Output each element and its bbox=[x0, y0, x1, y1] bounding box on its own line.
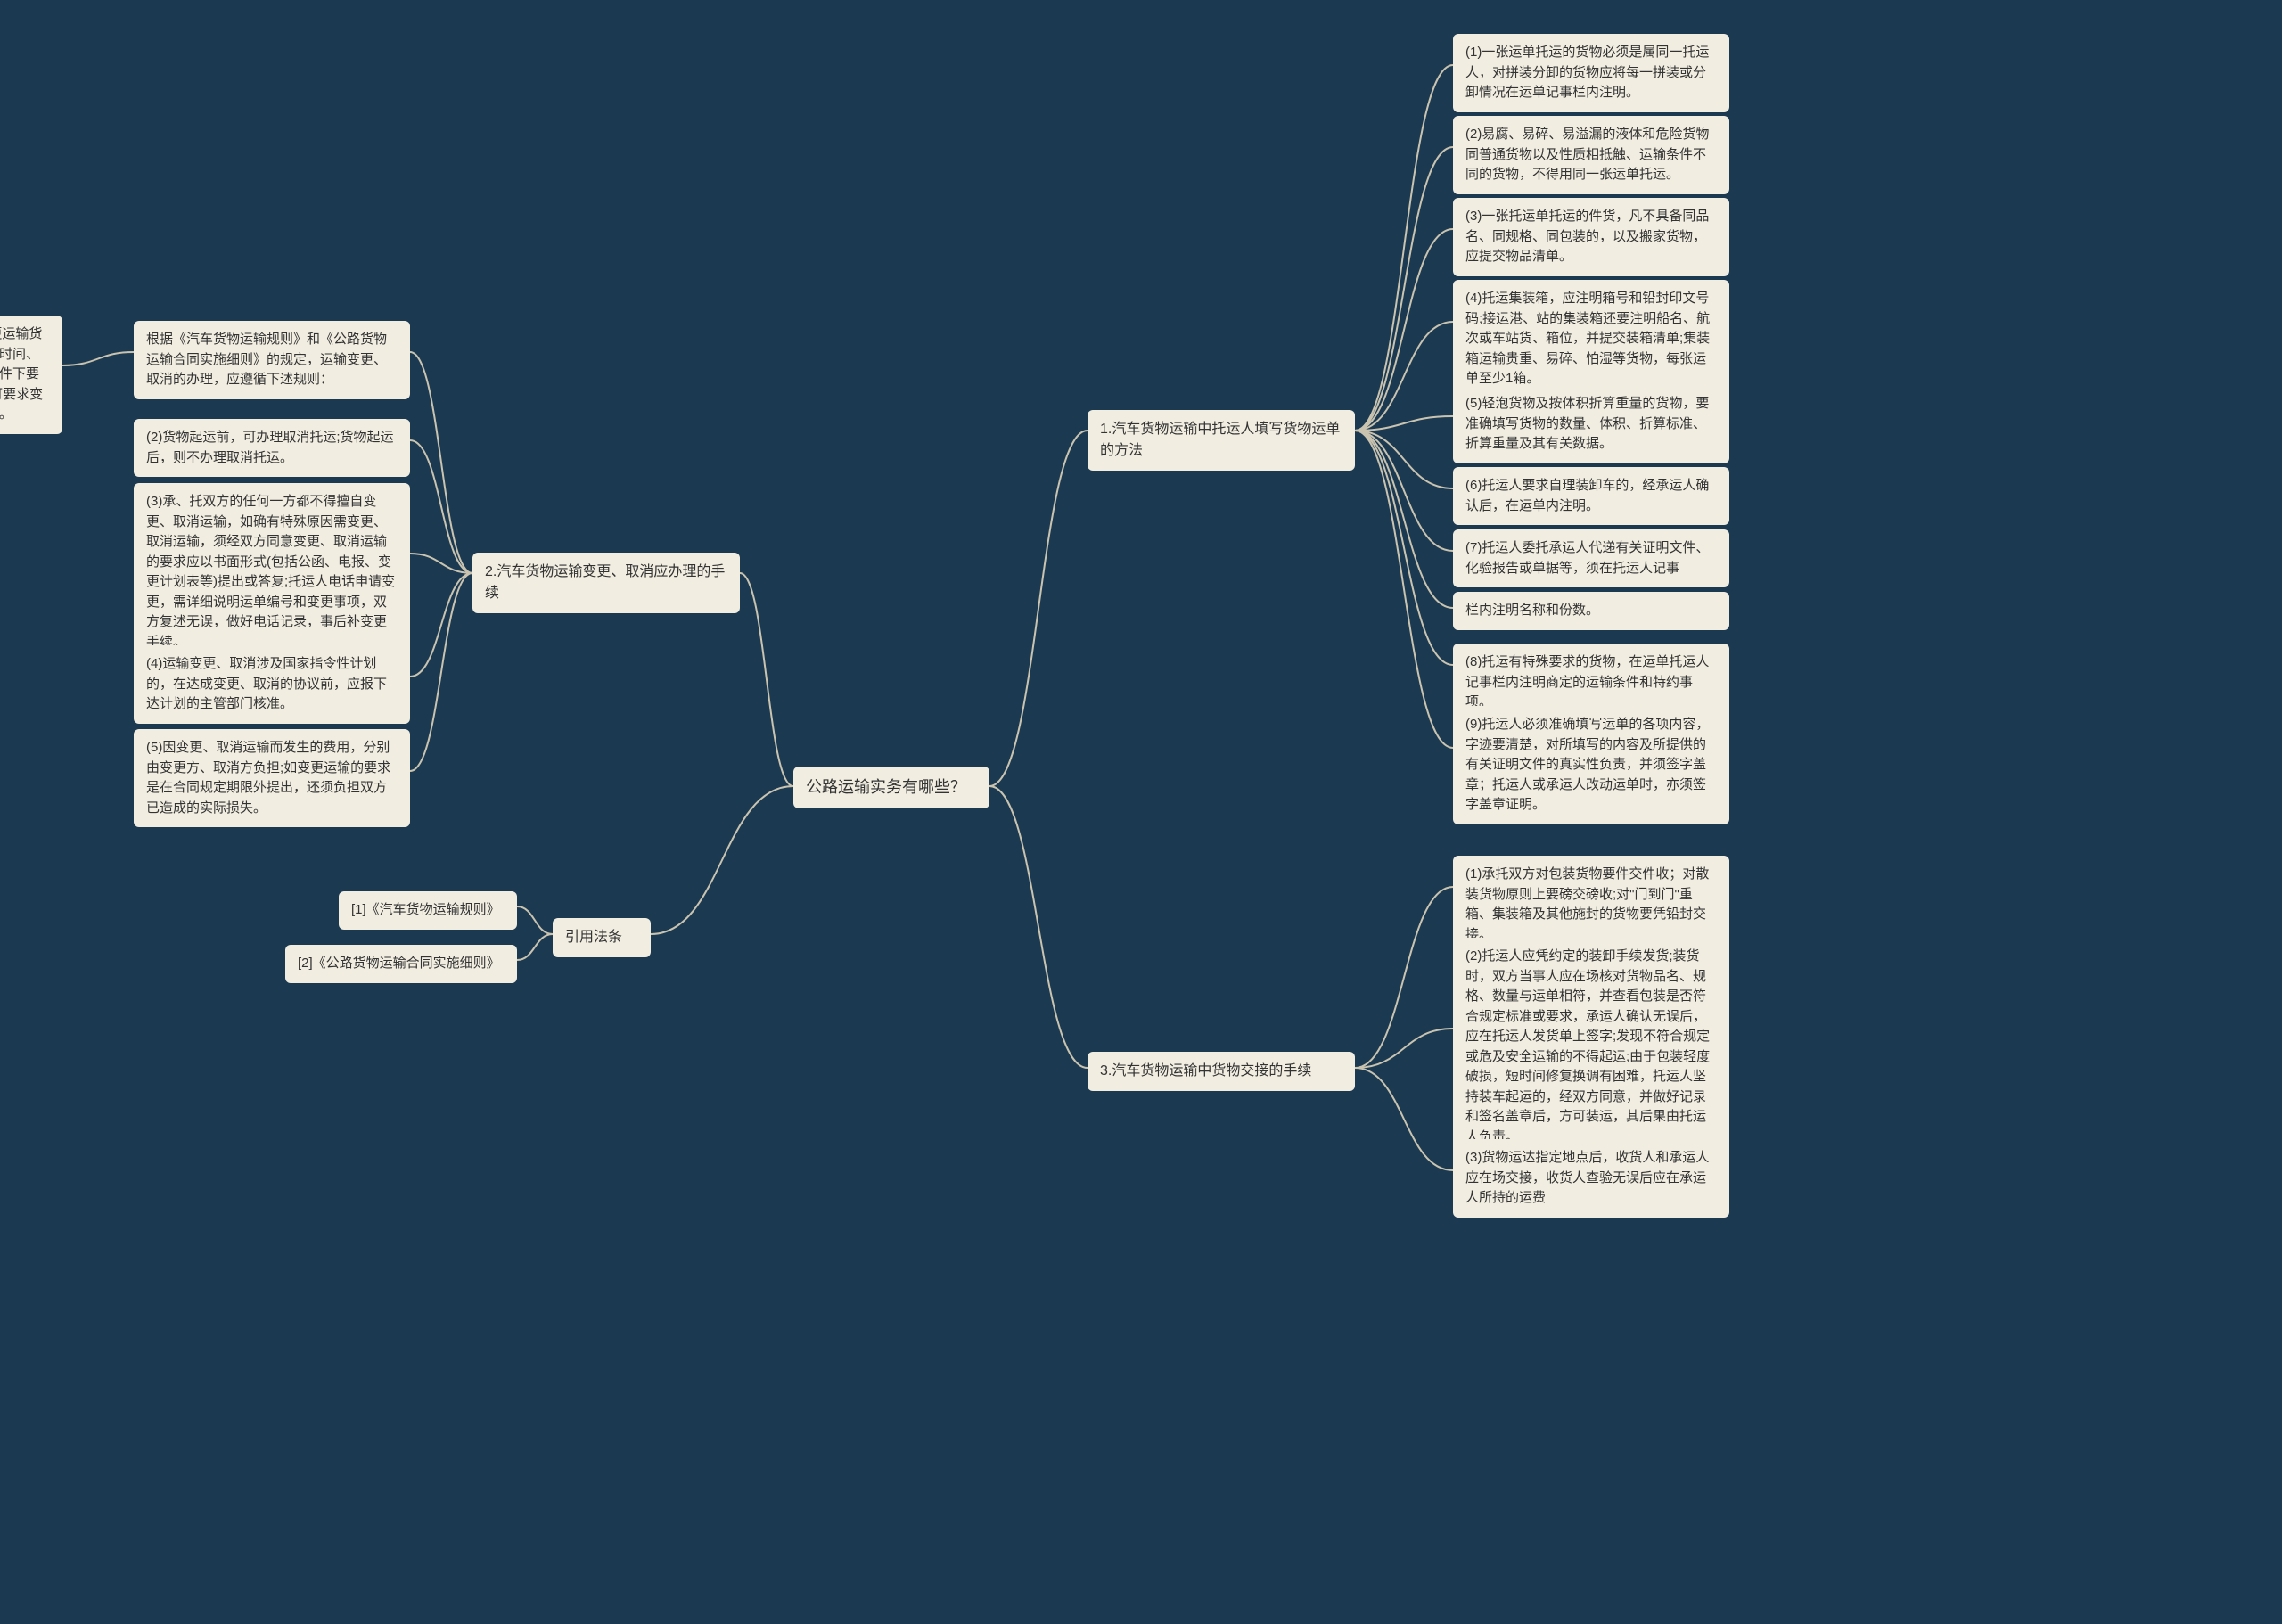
root-node: 公路运输实务有哪些？ bbox=[793, 767, 989, 808]
branch-node-3: 引用法条 bbox=[553, 918, 651, 957]
leaf-node-2-0: 根据《汽车货物运输规则》和《公路货物运输合同实施细则》的规定，运输变更、取消的办… bbox=[134, 321, 410, 399]
branch-node-2: 2.汽车货物运输变更、取消应办理的手续 bbox=[472, 553, 740, 613]
leaf-node-0-4: (5)轻泡货物及按体积折算重量的货物，要准确填写货物的数量、体积、折算标准、折算… bbox=[1453, 385, 1729, 463]
leaf-node-0-7: 栏内注明名称和份数。 bbox=[1453, 592, 1729, 630]
leaf-node-0-3: (4)托运集装箱，应注明箱号和铅封印文号码;接运港、站的集装箱还要注明船名、航次… bbox=[1453, 280, 1729, 398]
branch-node-0: 1.汽车货物运输中托运人填写货物运单的方法 bbox=[1088, 410, 1355, 471]
leaf-node-0-0: (1)一张运单托运的货物必须是属同一托运人，对拼装分卸的货物应将每一拼装或分卸情… bbox=[1453, 34, 1729, 112]
leaf-node-0-9: (9)托运人必须准确填写运单的各项内容，字迹要清楚，对所填写的内容及所提供的有关… bbox=[1453, 706, 1729, 824]
leaf-node-2-2: (3)承、托双方的任何一方都不得擅自变更、取消运输，如确有特殊原因需变更、取消运… bbox=[134, 483, 410, 661]
leaf-node-1-2: (3)货物运达指定地点后，收货人和承运人应在场交接，收货人查验无误后应在承运人所… bbox=[1453, 1139, 1729, 1218]
leaf-node-2-1: (2)货物起运前，可办理取消托运;货物起运后，则不办理取消托运。 bbox=[134, 419, 410, 477]
leaf-node-0-2: (3)一张托运单托运的件货，凡不具备同品名、同规格、同包装的，以及搬家货物，应提… bbox=[1453, 198, 1729, 276]
leaf-node-1-1: (2)托运人应凭约定的装卸手续发货;装货时，双方当事人应在场核对货物品名、规格、… bbox=[1453, 938, 1729, 1156]
leaf-node-2-0-0: (1)承运人在货物起运前可要求变更运输货物的名称、数量、起迄地点、运输时间、收发… bbox=[0, 316, 62, 434]
leaf-node-0-5: (6)托运人要求自理装卸车的，经承运人确认后，在运单内注明。 bbox=[1453, 467, 1729, 525]
leaf-node-3-0: [1]《汽车货物运输规则》 bbox=[339, 891, 517, 930]
leaf-node-2-3: (4)运输变更、取消涉及国家指令性计划的，在达成变更、取消的协议前，应报下达计划… bbox=[134, 645, 410, 724]
branch-node-1: 3.汽车货物运输中货物交接的手续 bbox=[1088, 1052, 1355, 1091]
leaf-node-0-1: (2)易腐、易碎、易溢漏的液体和危险货物同普通货物以及性质相抵触、运输条件不同的… bbox=[1453, 116, 1729, 194]
leaf-node-3-1: [2]《公路货物运输合同实施细则》 bbox=[285, 945, 517, 983]
leaf-node-0-6: (7)托运人委托承运人代递有关证明文件、化验报告或单据等，须在托运人记事 bbox=[1453, 529, 1729, 587]
leaf-node-2-4: (5)因变更、取消运输而发生的费用，分别由变更方、取消方负担;如变更运输的要求是… bbox=[134, 729, 410, 827]
